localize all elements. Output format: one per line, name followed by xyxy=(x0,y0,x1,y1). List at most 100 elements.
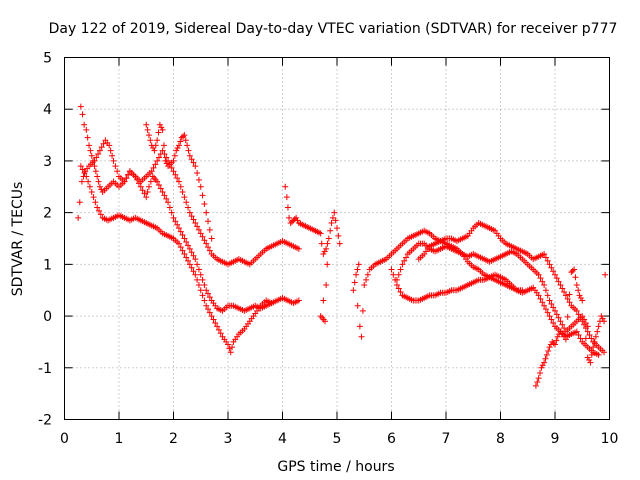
data-point xyxy=(171,152,178,159)
data-point xyxy=(217,330,224,337)
data-point xyxy=(148,168,155,175)
data-point xyxy=(190,216,197,223)
data-point xyxy=(163,160,170,167)
data-point xyxy=(79,111,86,118)
data-point xyxy=(121,178,128,185)
data-point xyxy=(554,333,561,340)
data-point xyxy=(175,178,182,185)
x-tick-label: 7 xyxy=(442,431,451,447)
data-point xyxy=(577,294,584,301)
data-point xyxy=(125,171,132,178)
data-point xyxy=(77,163,84,170)
data-point xyxy=(77,103,84,110)
data-point xyxy=(161,151,168,158)
data-point xyxy=(363,276,370,283)
data-point xyxy=(208,313,215,320)
data-point xyxy=(185,204,192,211)
data-point xyxy=(186,209,193,216)
data-point xyxy=(182,137,189,144)
data-point xyxy=(205,290,212,297)
y-axis-label: SDTVAR / TECUs xyxy=(10,182,26,297)
data-point xyxy=(170,214,177,221)
data-point xyxy=(542,306,549,313)
data-point xyxy=(592,333,599,340)
data-point xyxy=(179,232,186,239)
y-tick-label: -2 xyxy=(38,413,52,429)
data-point xyxy=(143,121,150,128)
data-point xyxy=(552,307,558,314)
data-point xyxy=(350,287,357,294)
data-point xyxy=(545,347,552,354)
x-tick-label: 3 xyxy=(224,431,233,447)
series-track-f xyxy=(350,219,608,356)
data-point xyxy=(225,341,231,348)
data-point xyxy=(162,157,169,164)
data-point xyxy=(395,285,402,292)
data-point xyxy=(78,178,85,185)
data-point xyxy=(575,311,582,318)
data-point xyxy=(286,214,293,221)
data-point xyxy=(546,344,553,351)
data-point xyxy=(190,268,197,275)
data-point xyxy=(403,254,410,261)
data-point xyxy=(144,126,151,133)
data-point xyxy=(561,325,568,332)
data-point xyxy=(550,340,557,347)
data-point xyxy=(188,213,195,220)
data-point xyxy=(76,199,83,206)
data-point xyxy=(203,302,210,309)
data-point xyxy=(393,282,400,289)
data-point xyxy=(289,218,296,225)
data-point xyxy=(519,287,526,294)
data-point xyxy=(175,142,182,149)
data-point xyxy=(550,304,557,311)
series-track-i xyxy=(415,238,526,294)
data-point xyxy=(601,349,608,356)
data-point xyxy=(185,147,192,154)
series-track-h xyxy=(393,240,591,335)
data-point xyxy=(123,175,130,182)
data-point xyxy=(539,299,546,306)
data-point xyxy=(546,313,553,320)
data-point xyxy=(546,261,553,268)
data-point xyxy=(185,242,192,249)
data-point xyxy=(194,276,201,283)
data-point xyxy=(201,237,208,244)
data-point xyxy=(535,271,542,278)
x-tick-label: 8 xyxy=(496,431,505,447)
data-point xyxy=(388,266,395,273)
data-point xyxy=(184,142,191,149)
data-point xyxy=(557,318,564,325)
data-point xyxy=(559,321,566,328)
data-point xyxy=(161,192,168,199)
data-point xyxy=(294,217,301,224)
data-point xyxy=(110,157,117,164)
data-point xyxy=(152,142,159,149)
data-point xyxy=(107,147,114,154)
data-point xyxy=(395,271,402,278)
data-point xyxy=(543,351,550,358)
data-point xyxy=(192,271,199,278)
data-point xyxy=(541,302,548,309)
data-point xyxy=(106,142,113,149)
data-point xyxy=(317,230,324,237)
data-point xyxy=(582,335,589,342)
data-point xyxy=(92,199,99,206)
data-point xyxy=(568,269,575,276)
series-track-e xyxy=(282,183,343,325)
plot-frame xyxy=(64,57,610,420)
data-point xyxy=(190,252,197,259)
data-points xyxy=(75,103,609,389)
data-point xyxy=(287,219,294,226)
data-point xyxy=(571,266,578,273)
data-point xyxy=(573,282,580,289)
data-point xyxy=(550,268,557,275)
data-point xyxy=(594,328,601,335)
data-point xyxy=(201,201,208,208)
data-point xyxy=(321,248,328,255)
data-point xyxy=(322,318,329,325)
data-point xyxy=(152,161,159,168)
data-point xyxy=(174,175,181,182)
data-point xyxy=(203,287,210,294)
